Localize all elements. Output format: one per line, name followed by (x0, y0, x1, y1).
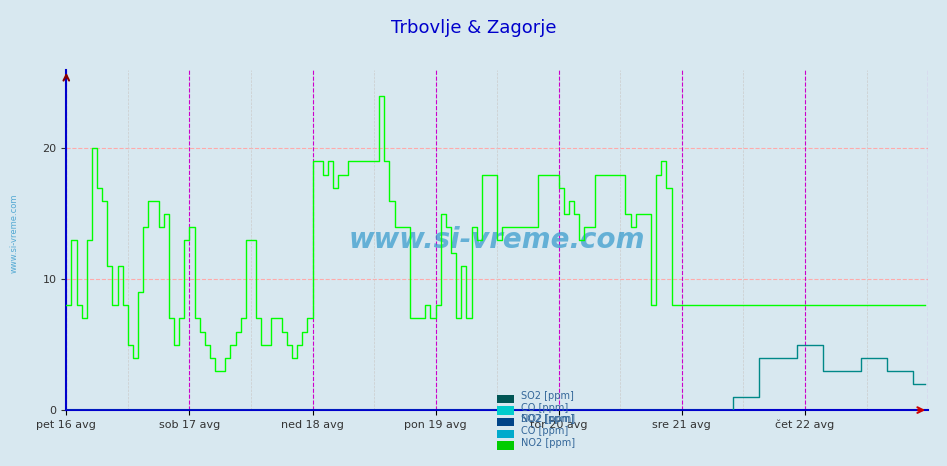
Text: NO2 [ppm]: NO2 [ppm] (521, 414, 575, 425)
Text: Trbovlje & Zagorje: Trbovlje & Zagorje (391, 19, 556, 37)
Text: CO [ppm]: CO [ppm] (521, 426, 568, 436)
Text: NO2 [ppm]: NO2 [ppm] (521, 438, 575, 448)
Text: SO2 [ppm]: SO2 [ppm] (521, 391, 574, 401)
Text: www.si-vreme.com: www.si-vreme.com (9, 193, 19, 273)
Text: www.si-vreme.com: www.si-vreme.com (348, 226, 646, 254)
Text: CO [ppm]: CO [ppm] (521, 403, 568, 413)
Text: SO2 [ppm]: SO2 [ppm] (521, 414, 574, 425)
